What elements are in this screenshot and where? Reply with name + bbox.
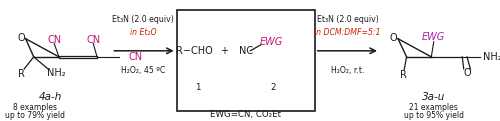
Text: up to 79% yield: up to 79% yield bbox=[5, 111, 65, 120]
Text: in DCM:DMF=5:1: in DCM:DMF=5:1 bbox=[314, 28, 380, 37]
Text: 21 examples: 21 examples bbox=[410, 103, 458, 112]
Text: 1: 1 bbox=[196, 83, 201, 92]
Text: EWG: EWG bbox=[422, 32, 446, 42]
Text: R: R bbox=[400, 70, 406, 80]
Text: O: O bbox=[390, 33, 397, 42]
Text: NC: NC bbox=[240, 46, 254, 56]
Text: in Et₂O: in Et₂O bbox=[130, 28, 156, 37]
Text: CN: CN bbox=[86, 35, 101, 45]
Text: 4a-h: 4a-h bbox=[38, 92, 62, 102]
Text: EWG: EWG bbox=[260, 37, 283, 47]
Text: 2: 2 bbox=[270, 83, 276, 92]
Text: O: O bbox=[17, 33, 24, 42]
Text: R−CHO: R−CHO bbox=[176, 46, 213, 56]
Text: R: R bbox=[18, 69, 25, 79]
Text: H₂O₂, 45 ºC: H₂O₂, 45 ºC bbox=[121, 66, 166, 75]
Text: 8 examples: 8 examples bbox=[13, 103, 57, 112]
Text: CN: CN bbox=[47, 35, 62, 45]
Text: H₂O₂, r.t.: H₂O₂, r.t. bbox=[331, 66, 364, 75]
Text: O: O bbox=[463, 68, 471, 78]
Text: NH₂: NH₂ bbox=[48, 68, 66, 78]
Text: up to 95% yield: up to 95% yield bbox=[404, 111, 464, 120]
Text: Et₃N (2.0 equiv): Et₃N (2.0 equiv) bbox=[112, 15, 174, 24]
Text: EWG=CN, CO₂Et: EWG=CN, CO₂Et bbox=[210, 110, 281, 119]
Text: NH₂: NH₂ bbox=[483, 52, 500, 62]
Text: CN: CN bbox=[128, 52, 142, 62]
Bar bbox=[176, 10, 314, 111]
Text: +: + bbox=[220, 46, 228, 56]
Text: 3a-u: 3a-u bbox=[422, 92, 446, 102]
Text: Et₃N (2.0 equiv): Et₃N (2.0 equiv) bbox=[316, 15, 378, 24]
